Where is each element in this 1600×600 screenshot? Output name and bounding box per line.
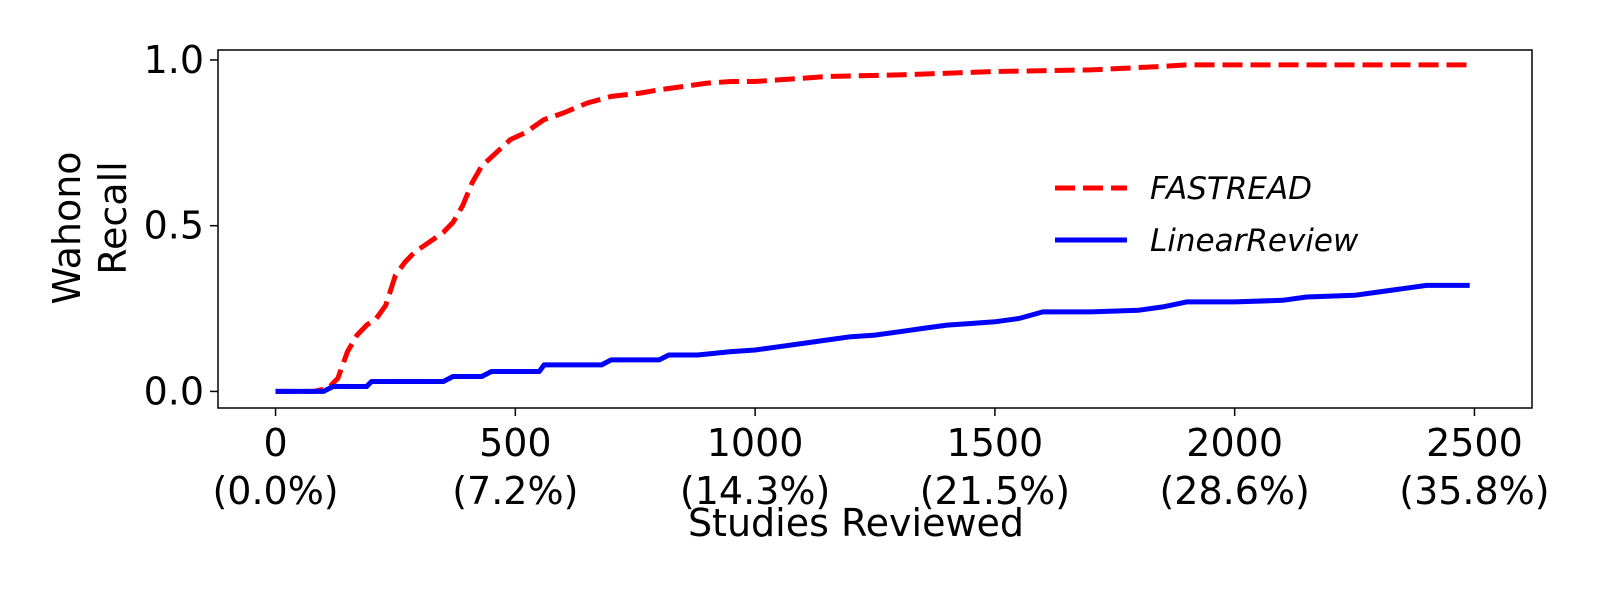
x-tick-label: 2000 [1186, 421, 1283, 465]
tick-layer: 0(0.0%) 500(7.2%) 1000(14.3%) 1500(21.5%) 20… [144, 38, 1550, 513]
y-tick-label: 0.5 [144, 204, 204, 248]
legend-label-linearreview: LinearReview [1150, 223, 1359, 259]
y-tick-label: 0.0 [144, 369, 204, 413]
series-line-fastread [275, 62, 1470, 394]
x-tick-sublabel: (14.3%) [680, 469, 830, 513]
y-tick-label: 1.0 [144, 38, 204, 82]
x-tick-sublabel: (7.2%) [452, 469, 578, 513]
series-line-linearreview [275, 282, 1470, 394]
y-axis-label-line-2: Recall [91, 161, 135, 274]
y-axis-label-line-1: Wahono [45, 151, 89, 304]
x-tick-sublabel: (28.6%) [1159, 469, 1309, 513]
x-tick-sublabel: (0.0%) [212, 469, 338, 513]
x-tick-label: 500 [479, 421, 552, 465]
x-tick-label: 1500 [947, 421, 1044, 465]
x-tick-sublabel: (21.5%) [920, 469, 1070, 513]
x-tick-label: 2500 [1426, 421, 1523, 465]
plot-frame [217, 49, 1533, 409]
legend-label-fastread: FASTREAD [1150, 171, 1312, 207]
x-tick-sublabel: (35.8%) [1399, 469, 1549, 513]
legend: FASTREAD LinearReview [1055, 171, 1359, 259]
x-tick-label: 1000 [707, 421, 804, 465]
series-layer [275, 62, 1470, 394]
x-tick-label: 0 [263, 421, 287, 465]
x-axis-label: Studies Reviewed [688, 501, 1024, 545]
